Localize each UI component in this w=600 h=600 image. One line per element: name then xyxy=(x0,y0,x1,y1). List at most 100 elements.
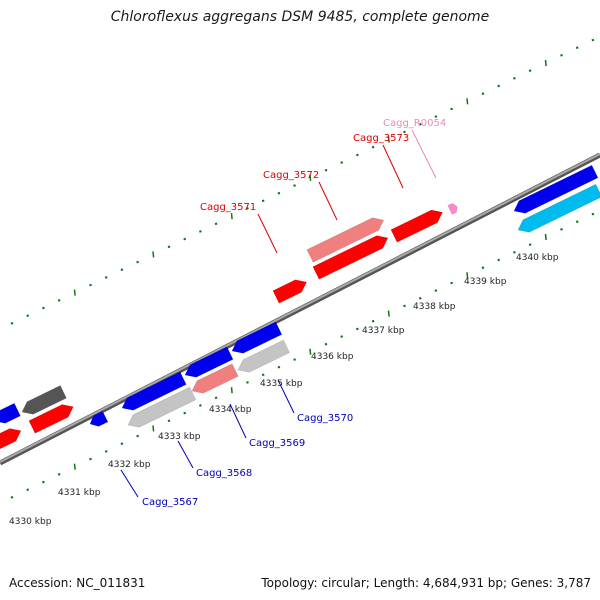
inner-ring-minor-tick xyxy=(560,228,563,231)
gene-label: Cagg_R0054 xyxy=(383,118,446,129)
forward-gene-arrow xyxy=(28,404,74,434)
gene-callout-line xyxy=(277,379,295,414)
kbp-tick-label: 4338 kbp xyxy=(413,302,456,312)
gene-callout-line xyxy=(229,403,247,439)
gene-arrow-pink xyxy=(306,217,385,263)
outer-ring-minor-tick xyxy=(513,77,516,80)
inner-ring-major-tick xyxy=(73,463,76,470)
reverse-gene-arrow xyxy=(184,346,234,378)
gene-label: Cagg_3573 xyxy=(353,133,409,144)
inner-ring-major-tick xyxy=(230,387,233,394)
outer-ring-major-tick xyxy=(73,289,76,296)
outer-ring-minor-tick xyxy=(89,283,92,287)
inner-ring-minor-tick xyxy=(57,473,61,476)
outer-ring-major-tick xyxy=(544,59,547,67)
inner-ring-minor-tick xyxy=(591,212,595,216)
gene-label-callouts: Cagg_3571 Cagg_3572 Cagg_3573 Cagg_R0054 Cag… xyxy=(120,118,446,508)
outer-ring-minor-tick xyxy=(183,237,187,241)
reverse-gene-arrow xyxy=(231,321,283,354)
forward-gene-arrow xyxy=(272,279,308,304)
inner-ring-major-tick xyxy=(309,348,312,355)
outer-ring-minor-tick xyxy=(481,92,485,95)
gene-callout-line xyxy=(257,213,278,254)
inner-ring-minor-tick xyxy=(42,480,45,484)
inner-ring-minor-tick xyxy=(371,319,375,323)
gene-label: Cagg_3567 xyxy=(142,497,198,508)
inner-ring-minor-tick xyxy=(293,358,296,361)
outer-ring-minor-tick xyxy=(575,46,579,50)
reverse-gene-arrow xyxy=(0,402,21,424)
rna-gene-arrow xyxy=(447,203,458,215)
reverse-gene-arrow xyxy=(513,164,599,214)
inner-ring-minor-tick xyxy=(246,381,249,384)
outer-ring-major-tick xyxy=(309,174,312,181)
inner-ring-minor-tick xyxy=(89,457,92,461)
gene-label: Cagg_3568 xyxy=(196,468,252,479)
feature-track xyxy=(0,164,600,450)
gene-arrow-pink xyxy=(191,363,239,394)
outer-ring-minor-tick xyxy=(497,84,501,88)
inner-ring-minor-tick xyxy=(214,396,218,400)
outer-ring-minor-tick xyxy=(293,184,296,187)
kbp-tick-labels: 4330 kbp 4331 kbp 4332 kbp 4333 kbp 4334 kbp… xyxy=(9,253,559,527)
inner-ring-minor-tick xyxy=(434,289,438,292)
backbone-highlight xyxy=(0,153,600,463)
reverse-gene-arrow xyxy=(89,410,109,427)
kbp-tick-label: 4331 kbp xyxy=(58,488,101,498)
inner-ring-minor-tick xyxy=(277,365,281,369)
gene-callout-line xyxy=(382,144,404,189)
outer-ring-major-tick xyxy=(230,213,233,220)
inner-ring-major-tick xyxy=(544,233,547,241)
outer-ring-minor-tick xyxy=(528,69,532,72)
outer-ring-minor-tick xyxy=(591,38,595,42)
kbp-tick-label: 4334 kbp xyxy=(209,405,252,415)
inner-ring-minor-tick xyxy=(497,258,501,262)
gene-arrow-grey xyxy=(127,386,197,428)
outer-ring-minor-tick xyxy=(57,299,61,302)
outer-ring-minor-tick xyxy=(418,122,422,126)
outer-ring-minor-tick xyxy=(120,268,124,272)
kbp-tick-label: 4333 kbp xyxy=(158,432,201,442)
inner-ring-minor-tick xyxy=(513,251,516,254)
inner-ring-minor-tick xyxy=(136,434,139,438)
inner-ring-minor-tick xyxy=(120,442,124,446)
inner-ring-minor-tick xyxy=(199,404,202,407)
gene-callout-line xyxy=(120,469,139,498)
forward-gene-arrow xyxy=(390,209,443,243)
outer-ring-major-tick xyxy=(152,251,155,258)
gene-label: Cagg_3570 xyxy=(297,413,353,424)
inner-ring-minor-tick xyxy=(261,373,265,377)
genome-summary: Topology: circular; Length: 4,684,931 bp… xyxy=(261,576,591,590)
outer-ring-minor-tick xyxy=(214,222,218,226)
inner-ring-minor-tick xyxy=(403,304,406,308)
outer-ring-major-tick xyxy=(466,98,469,105)
inner-ring-minor-tick xyxy=(418,296,422,300)
accession-text: Accession: NC_011831 xyxy=(9,576,146,590)
forward-gene-arrow xyxy=(0,428,22,450)
inner-ring-minor-tick xyxy=(356,327,359,331)
reverse-gene-arrow xyxy=(121,371,187,411)
outer-ring-minor-tick xyxy=(560,54,563,57)
outer-ring-minor-tick xyxy=(356,153,359,157)
outer-ring-minor-tick xyxy=(42,306,45,310)
outer-tick-ring xyxy=(10,38,595,325)
kbp-tick-label: 4340 kbp xyxy=(516,253,559,263)
inner-ring-minor-tick xyxy=(481,266,485,269)
outer-ring-minor-tick xyxy=(324,168,328,172)
kbp-tick-label: 4330 kbp xyxy=(9,517,52,527)
kbp-tick-label: 4339 kbp xyxy=(464,277,507,287)
gene-callout-line xyxy=(177,440,194,469)
map-title: Chloroflexus aggregans DSM 9485, complet… xyxy=(110,9,490,25)
inner-ring-major-tick xyxy=(466,272,469,279)
outer-ring-minor-tick xyxy=(104,276,108,279)
gene-label: Cagg_3569 xyxy=(249,438,305,449)
inner-ring-minor-tick xyxy=(340,335,344,338)
outer-ring-minor-tick xyxy=(199,230,202,233)
gene-arrow-grey xyxy=(21,385,67,415)
gene-callout-line xyxy=(411,129,437,179)
gene-arrow-grey xyxy=(237,339,291,373)
inner-tick-ring xyxy=(10,212,595,499)
outer-ring-minor-tick xyxy=(136,260,139,264)
outer-ring-minor-tick xyxy=(340,161,344,164)
